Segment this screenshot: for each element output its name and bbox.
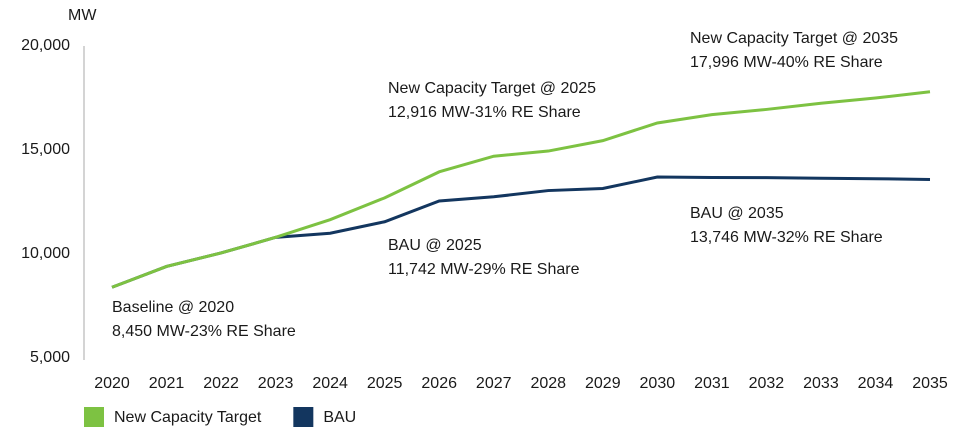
y-tick-label: 5,000 [30, 349, 70, 366]
x-tick-label: 2031 [694, 375, 730, 392]
x-tick-label: 2033 [803, 375, 839, 392]
annotation: 12,916 MW-31% RE Share [388, 104, 581, 121]
x-tick-label: 2025 [367, 375, 403, 392]
y-axis-label: MW [68, 7, 97, 24]
legend-label: New Capacity Target [114, 409, 262, 426]
annotation: 17,996 MW-40% RE Share [690, 54, 883, 71]
x-tick-label: 2021 [149, 375, 185, 392]
annotation: BAU @ 2035 [690, 205, 784, 222]
annotation: 8,450 MW-23% RE Share [112, 323, 296, 340]
annotation: BAU @ 2025 [388, 237, 482, 254]
annotation: 13,746 MW-32% RE Share [690, 229, 883, 246]
x-tick-label: 2026 [421, 375, 457, 392]
x-tick-label: 2024 [312, 375, 348, 392]
annotation: Baseline @ 2020 [112, 299, 234, 316]
x-tick-label: 2023 [258, 375, 294, 392]
x-tick-label: 2032 [749, 375, 785, 392]
x-tick-label: 2030 [640, 375, 676, 392]
x-tick-label: 2029 [585, 375, 621, 392]
annotation: 11,742 MW-29% RE Share [388, 261, 580, 278]
x-tick-label: 2020 [94, 375, 130, 392]
y-tick-label: 15,000 [21, 141, 70, 158]
x-tick-label: 2027 [476, 375, 512, 392]
legend-swatch [293, 407, 314, 427]
legend-label: BAU [323, 409, 356, 426]
x-tick-label: 2035 [912, 375, 948, 392]
x-tick-label: 2034 [858, 375, 894, 392]
y-tick-label: 20,000 [21, 37, 70, 54]
annotation: New Capacity Target @ 2035 [690, 30, 898, 47]
annotation: New Capacity Target @ 2025 [388, 80, 596, 97]
series-line [111, 90, 931, 289]
x-tick-label: 2028 [530, 375, 566, 392]
y-tick-label: 10,000 [21, 245, 70, 262]
x-tick-label: 2022 [203, 375, 239, 392]
legend-swatch [84, 407, 104, 427]
